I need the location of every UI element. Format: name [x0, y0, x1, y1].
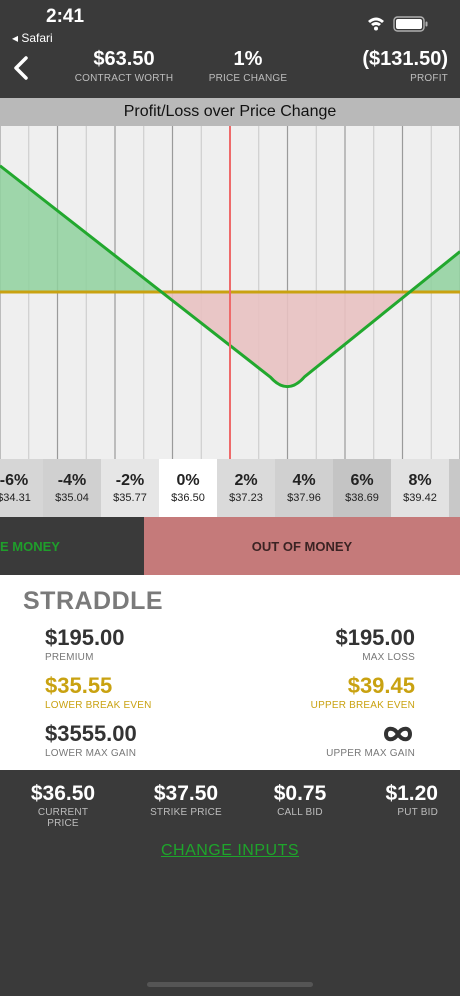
strike-price-label: STRIKE PRICE: [150, 807, 222, 818]
upper-break-even-metric: $39.45 UPPER BREAK EVEN: [311, 673, 415, 711]
in-money-region: E MONEY: [0, 517, 144, 575]
strategy-panel: STRADDLE $195.00 PREMIUM $195.00 MAX LOS…: [0, 575, 460, 770]
premium-value: $195.00: [45, 625, 125, 650]
lower-max-gain-label: LOWER MAX GAIN: [45, 748, 137, 759]
lower-break-even-label: LOWER BREAK EVEN: [45, 700, 152, 711]
strike-price-value: $37.50: [153, 782, 219, 805]
price-cell-price: $38.69: [345, 492, 379, 504]
infinity-icon: [383, 726, 413, 742]
loss-area: [161, 292, 410, 387]
price-cell-pct: 8%: [408, 472, 432, 489]
price-cell[interactable]: 4% $37.96: [275, 459, 333, 517]
out-of-money-region: OUT OF MONEY: [144, 517, 460, 575]
price-cell-pct: -2%: [115, 472, 145, 489]
price-cell[interactable]: -2% $35.77: [101, 459, 159, 517]
call-bid-value: $0.75: [273, 782, 327, 805]
put-bid-value: $1.20: [385, 782, 438, 805]
profit: ($131.50) PROFIT: [362, 48, 448, 84]
lower-max-gain-metric: $3555.00 LOWER MAX GAIN: [45, 721, 137, 759]
lower-break-even-value: $35.55: [45, 673, 113, 698]
out-of-money-label: OUT OF MONEY: [251, 539, 353, 554]
pnl-chart-svg: [0, 126, 460, 460]
status-bar: 2:41 ◂ Safari: [0, 0, 460, 50]
price-cell-pct: -6%: [0, 472, 29, 489]
price-cell[interactable]: -4% $35.04: [43, 459, 101, 517]
upper-max-gain-metric: UPPER MAX GAIN: [326, 721, 415, 759]
price-cell-price: $35.77: [113, 492, 147, 504]
price-cell-price: $36.50: [171, 492, 205, 504]
max-loss-label: MAX LOSS: [362, 652, 415, 663]
status-time: 2:41: [46, 6, 85, 27]
price-cell-pct: 2%: [234, 472, 258, 489]
price-change-value: 1%: [233, 48, 263, 70]
price-change-strip[interactable]: -6% $34.31 -4% $35.04 -2% $35.77 0% $36.50 2% $37…: [0, 459, 460, 517]
home-indicator[interactable]: [147, 982, 313, 987]
premium-metric: $195.00 PREMIUM: [45, 625, 125, 663]
price-cell-pct: 0%: [176, 472, 200, 489]
price-cell-price: $39.42: [403, 492, 437, 504]
price-cell-pct: 4%: [292, 472, 316, 489]
contract-worth-value: $63.50: [93, 48, 155, 70]
call-bid-label: CALL BID: [277, 807, 323, 818]
lower-break-even-metric: $35.55 LOWER BREAK EVEN: [45, 673, 152, 711]
price-cell[interactable]: 0% $36.50: [159, 459, 217, 517]
header: $63.50 CONTRACT WORTH 1% PRICE CHANGE ($…: [0, 44, 460, 98]
price-cell-price: $37.96: [287, 492, 321, 504]
battery-icon: [393, 16, 428, 32]
contract-worth: $63.50 CONTRACT WORTH: [74, 48, 174, 84]
profit-value: ($131.50): [362, 48, 448, 70]
profit-area: [0, 165, 460, 292]
back-chevron-icon[interactable]: [8, 50, 36, 86]
chart-title: Profit/Loss over Price Change: [0, 98, 460, 126]
upper-break-even-value: $39.45: [347, 673, 415, 698]
price-cell-price: $37.23: [229, 492, 263, 504]
in-money-label: E MONEY: [0, 539, 60, 554]
max-loss-metric: $195.00 MAX LOSS: [335, 625, 415, 663]
contract-worth-label: CONTRACT WORTH: [74, 73, 174, 84]
current-price: $36.50 CURRENT PRICE: [22, 782, 104, 829]
strike-price: $37.50 STRIKE PRICE: [145, 782, 227, 818]
change-inputs-link[interactable]: CHANGE INPUTS: [160, 842, 300, 859]
upper-max-gain-label: UPPER MAX GAIN: [326, 748, 415, 759]
pnl-chart[interactable]: [0, 126, 460, 460]
call-bid: $0.75 CALL BID: [262, 782, 338, 818]
price-cell[interactable]: 8% $39.42: [391, 459, 449, 517]
price-cell[interactable]: 6% $38.69: [333, 459, 391, 517]
upper-break-even-label: UPPER BREAK EVEN: [310, 700, 415, 711]
inputs-summary: $36.50 CURRENT PRICE $37.50 STRIKE PRICE…: [0, 770, 460, 840]
put-bid-label: PUT BID: [397, 807, 438, 818]
profit-label: PROFIT: [410, 73, 448, 84]
price-cell-pct: -4%: [57, 472, 87, 489]
current-price-label: CURRENT PRICE: [37, 807, 89, 829]
money-band: E MONEY OUT OF MONEY: [0, 517, 460, 575]
wifi-icon: [368, 17, 384, 31]
price-cell-price: $35.04: [55, 492, 89, 504]
pnl-line: [0, 164, 460, 389]
price-change: 1% PRICE CHANGE: [198, 48, 298, 84]
status-icons: [368, 16, 428, 32]
strategy-title: STRADDLE: [23, 587, 164, 615]
price-cell-price: $34.31: [0, 492, 31, 504]
price-cell-pct: 6%: [350, 472, 374, 489]
max-loss-value: $195.00: [335, 625, 415, 650]
back-to-safari-link[interactable]: ◂ Safari: [12, 31, 53, 45]
price-cell[interactable]: 2% $37.23: [217, 459, 275, 517]
price-change-label: PRICE CHANGE: [208, 73, 288, 84]
current-price-value: $36.50: [30, 782, 96, 805]
premium-label: PREMIUM: [45, 652, 94, 663]
lower-max-gain-value: $3555.00: [45, 721, 137, 746]
put-bid: $1.20 PUT BID: [385, 782, 438, 818]
price-cell[interactable]: -6% $34.31: [0, 459, 43, 517]
